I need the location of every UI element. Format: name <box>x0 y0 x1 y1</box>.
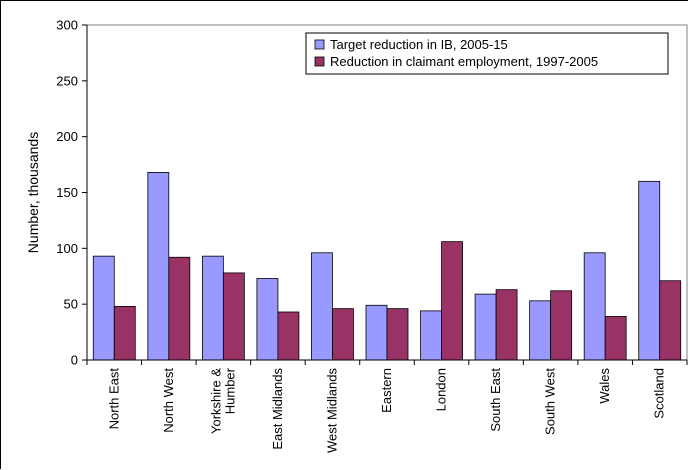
bar-claimant-reduction <box>441 241 463 361</box>
category-label-line: Scotland <box>652 368 667 419</box>
category-label-line: Humber <box>222 367 237 414</box>
category-label: East Midlands <box>270 368 285 450</box>
legend-label: Reduction in claimant employment, 1997-2… <box>330 54 598 69</box>
category-label-line: London <box>434 368 449 411</box>
bar-claimant-reduction <box>604 316 627 361</box>
category-label-line: West Midlands <box>324 368 339 454</box>
y-tick-label: 150 <box>56 185 78 200</box>
category-label: Eastern <box>379 368 394 413</box>
bar-target-reduction <box>201 255 224 361</box>
bar-target-reduction <box>420 310 442 361</box>
bar-claimant-reduction <box>659 280 682 361</box>
bar-target-reduction <box>638 180 661 361</box>
bar-claimant-reduction <box>550 290 573 361</box>
category-label: South West <box>543 368 558 435</box>
bar-claimant-reduction <box>386 308 409 361</box>
legend-swatch <box>314 56 325 67</box>
bar-claimant-reduction <box>495 289 518 361</box>
category-label: West Midlands <box>324 368 339 454</box>
y-tick-label: 200 <box>56 129 78 144</box>
category-label-line: South East <box>488 368 503 432</box>
y-tick-label: 250 <box>56 73 78 88</box>
category-label-line: North East <box>106 368 121 430</box>
bar-target-reduction <box>92 255 115 361</box>
category-label: South East <box>488 368 503 432</box>
category-label: London <box>434 368 449 411</box>
category-label: Scotland <box>652 368 667 419</box>
bar-target-reduction <box>147 171 170 361</box>
category-label: Yorkshire &Humber <box>208 367 237 434</box>
bar-claimant-reduction <box>113 305 136 361</box>
category-label: Wales <box>597 368 612 404</box>
bar-target-reduction <box>583 252 606 361</box>
bar-claimant-reduction <box>277 311 300 361</box>
plot-area: 0 50 100 150 200 250 300 Number, thousands North… <box>25 18 688 454</box>
legend-label: Target reduction in IB, 2005-15 <box>330 37 508 52</box>
category-label-line: Wales <box>597 368 612 404</box>
category-label: North West <box>161 368 176 433</box>
bar-claimant-reduction <box>168 256 191 361</box>
y-tick-label: 300 <box>56 18 78 33</box>
bar-target-reduction <box>365 304 388 361</box>
bar-claimant-reduction <box>222 272 245 361</box>
bar-target-reduction <box>256 278 279 361</box>
bar-claimant-reduction <box>332 308 354 361</box>
legend-box <box>305 32 669 75</box>
category-label-line: North West <box>161 368 176 433</box>
category-label-line: Eastern <box>379 368 394 413</box>
category-label: North East <box>106 368 121 430</box>
y-tick-label: 0 <box>71 353 78 368</box>
y-axis-title: Number, thousands <box>25 132 41 253</box>
category-label-line: Yorkshire & <box>208 368 223 434</box>
bar-target-reduction <box>474 293 497 361</box>
bar-target-reduction <box>529 300 552 361</box>
category-label-line: East Midlands <box>270 368 285 450</box>
y-tick-label: 100 <box>56 241 78 256</box>
legend-swatch <box>314 39 325 50</box>
category-label-line: South West <box>543 368 558 435</box>
y-tick-label: 50 <box>64 297 78 312</box>
bar-target-reduction <box>311 252 333 361</box>
